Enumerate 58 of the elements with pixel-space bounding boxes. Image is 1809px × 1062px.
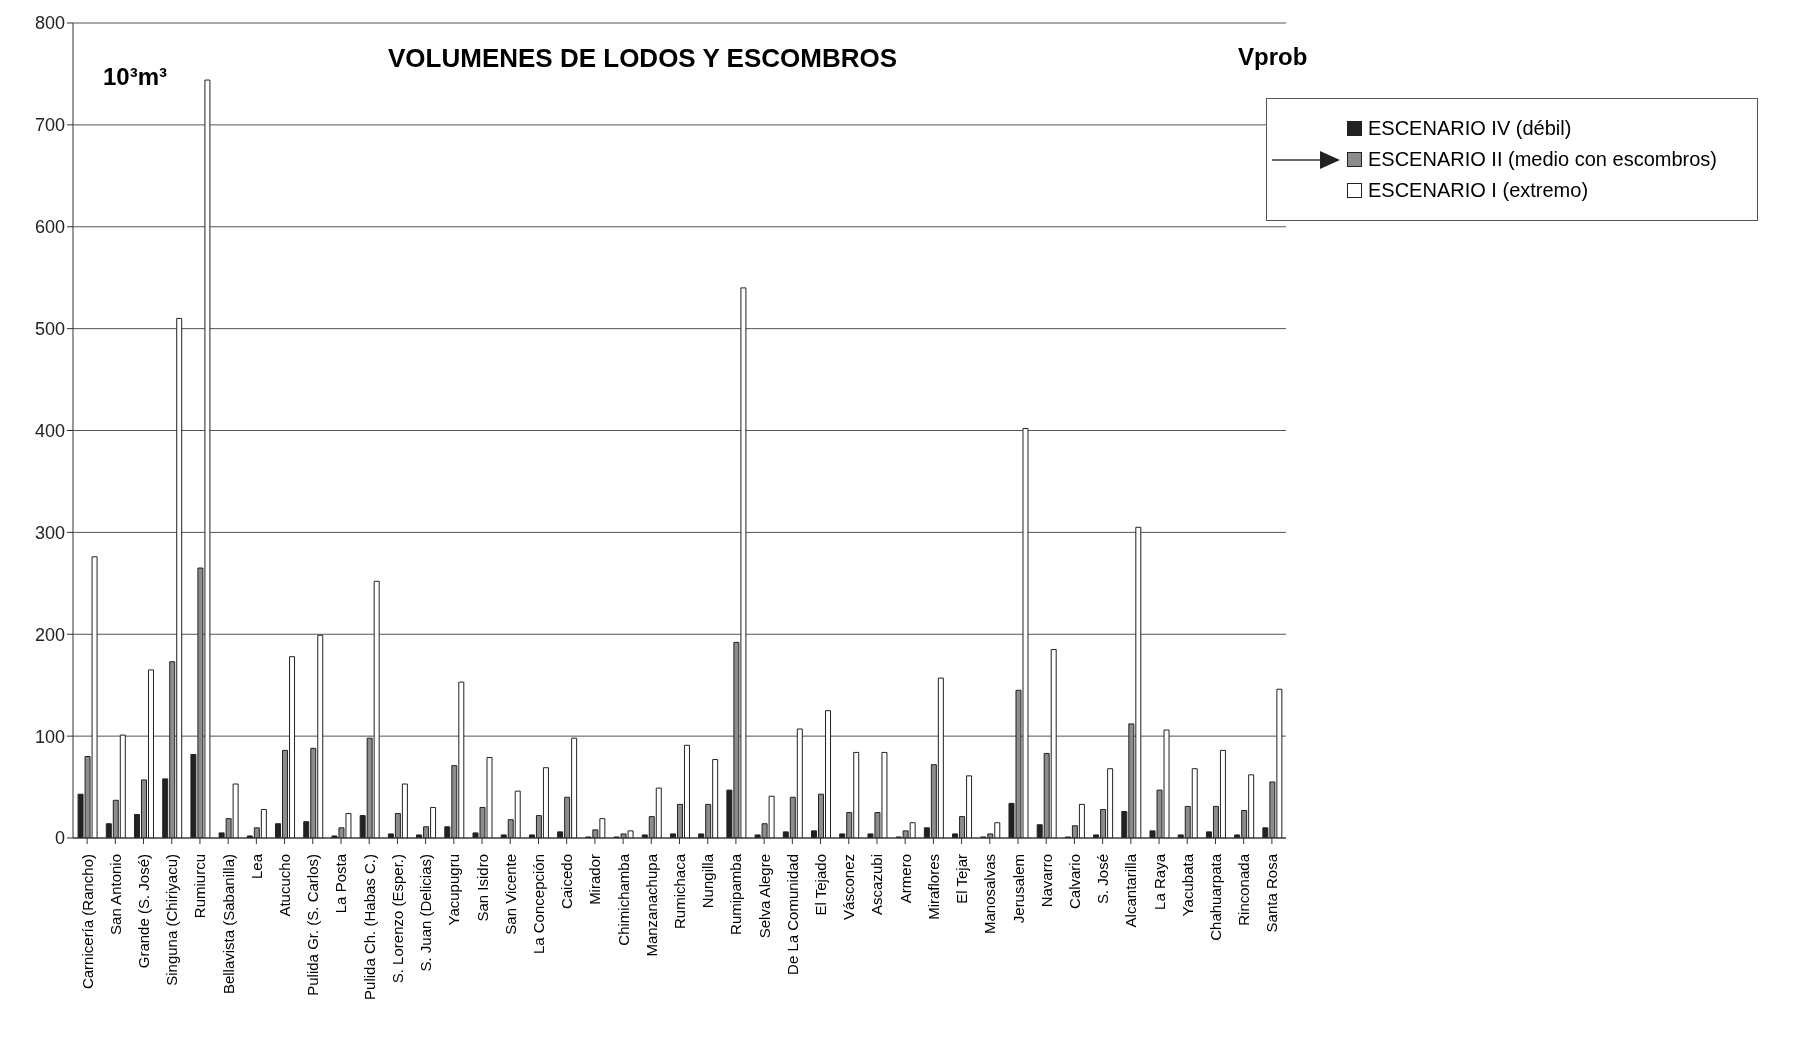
x-tick-label: De La Comunidad [783, 854, 801, 975]
x-tick-label: Rinconada [1235, 853, 1253, 926]
legend-label: ESCENARIO I (extremo) [1368, 179, 1589, 202]
text: VOLUMENES DE LODOS Y ESCOMBROS [388, 43, 898, 74]
y-tick-label: 400 [34, 420, 65, 441]
x-tick-label: Chimichamba [614, 853, 632, 946]
y-tick-label: 0 [54, 828, 65, 849]
y-tick-label: 200 [34, 624, 65, 645]
x-tick-label: Santa Rosa [1263, 853, 1281, 933]
x-tick-label: San Isidro [473, 854, 491, 922]
y-tick-label: 800 [34, 13, 65, 34]
x-tick-label: Yacubata [1178, 853, 1196, 917]
x-tick-label: Rumichaca [671, 853, 688, 930]
x-tick-label: Selva Alegre [755, 854, 773, 939]
annotation: Vprob [1238, 43, 1308, 71]
x-tick-label: La Posta [332, 853, 350, 914]
x-tick-label: Grande (S. José) [135, 854, 153, 969]
x-tick-label: Navarro [1037, 854, 1055, 908]
x-tick-label: Jerusalem [1009, 854, 1027, 924]
x-tick-label: Miraflores [924, 854, 942, 920]
x-tick-label: Mirador [586, 854, 604, 905]
x-tick-label: Caicedo [558, 854, 576, 910]
x-tick-label: Vásconez [840, 854, 858, 920]
y-tick-label: 100 [34, 726, 65, 747]
y-tick-label: 300 [34, 522, 65, 543]
x-tick-label: Pulida Gr. (S. Carlos) [304, 854, 322, 996]
x-tick-label: Alcantarilla [1122, 853, 1140, 928]
x-tick-label: Chahuarpata [1206, 853, 1224, 941]
x-tick-label: Atucucho [276, 854, 294, 917]
x-tick-label: El Tejar [953, 854, 971, 904]
x-tick-label: Manzanachupa [642, 853, 660, 957]
legend-label: ESCENARIO IV (débil) [1368, 117, 1572, 140]
x-tick-label: Rumiurcu [191, 854, 209, 919]
x-tick-label: Nungilla [699, 853, 717, 909]
x-tick-label: San Antonio [106, 854, 124, 935]
x-tick-label: Pulida Ch. (Habas C.) [360, 854, 378, 1000]
x-tick-label: San Vicente [501, 854, 519, 935]
x-tick-label: Armero [896, 854, 914, 904]
y-axis-title: 10³m³ [103, 63, 168, 91]
x-tick-label: Carnicería (Rancho) [78, 854, 96, 990]
legend-label: ESCENARIO II (medio con escombros) [1368, 148, 1717, 171]
y-tick-label: 600 [34, 217, 65, 238]
y-tick-label: 500 [34, 319, 65, 340]
x-tick-label: Bellavista (Sabanilla) [219, 854, 237, 995]
x-tick-label: Lea [247, 853, 265, 880]
x-tick-label: S. José [1094, 854, 1112, 905]
x-tick-label: S. Lorenzo (Esper.) [388, 854, 406, 984]
x-tick-label: Ascazubi [868, 854, 886, 915]
x-tick-label: Calvario [1065, 854, 1083, 910]
x-tick-label: Rumipamba [727, 853, 745, 935]
x-tick-label: Yacupugru [445, 854, 463, 926]
x-tick-label: La Raya [1150, 853, 1168, 910]
y-tick-label: 700 [34, 115, 65, 136]
x-tick-label: S. Juan (Delicias) [417, 854, 435, 972]
x-tick-label: El Tejado [812, 854, 830, 916]
x-tick-label: Singuna (Chiriyacu) [163, 854, 181, 986]
x-tick-label: Manosalvas [981, 854, 999, 935]
x-tick-label: La Concepción [529, 854, 547, 955]
